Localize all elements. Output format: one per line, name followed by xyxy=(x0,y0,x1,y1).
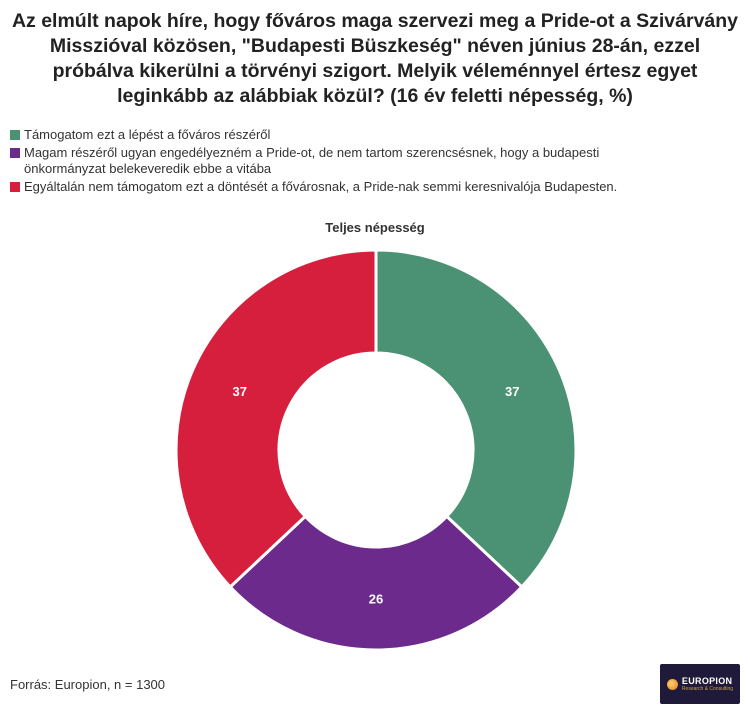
legend-swatch-oppose xyxy=(10,182,20,192)
data-label-slice-support: 37 xyxy=(505,384,519,399)
legend-swatch-support xyxy=(10,130,20,140)
data-label-slice-neutral: 26 xyxy=(369,592,383,607)
legend-item-support: Támogatom ezt a lépést a főváros részérő… xyxy=(10,127,710,143)
source-note: Forrás: Europion, n = 1300 xyxy=(10,677,166,692)
chart-subtitle: Teljes népesség xyxy=(325,220,425,235)
slice-support xyxy=(374,248,578,590)
slice-neutral xyxy=(228,514,524,652)
logo-name: EUROPION xyxy=(681,676,733,686)
logo-sub: Research & Consulting xyxy=(681,686,734,692)
legend-label-oppose: Egyáltalán nem támogatom ezt a döntését … xyxy=(24,179,618,194)
slice-oppose xyxy=(174,248,378,590)
data-label-slice-oppose: 37 xyxy=(232,384,246,399)
legend-item-oppose: Egyáltalán nem támogatom ezt a döntését … xyxy=(10,179,710,195)
legend: Támogatom ezt a lépést a főváros részérő… xyxy=(10,127,710,197)
legend-label-support: Támogatom ezt a lépést a főváros részérő… xyxy=(24,127,271,142)
europion-logo: EUROPION Research & Consulting xyxy=(660,664,740,704)
legend-item-neutral: Magam részéről ugyan engedélyezném a Pri… xyxy=(10,145,710,177)
logo-globe-icon xyxy=(666,678,678,690)
legend-label-neutral: Magam részéről ugyan engedélyezném a Pri… xyxy=(24,145,600,176)
legend-swatch-neutral xyxy=(10,148,20,158)
chart-title-main: Az elmúlt napok híre, hogy főváros maga … xyxy=(11,10,739,107)
